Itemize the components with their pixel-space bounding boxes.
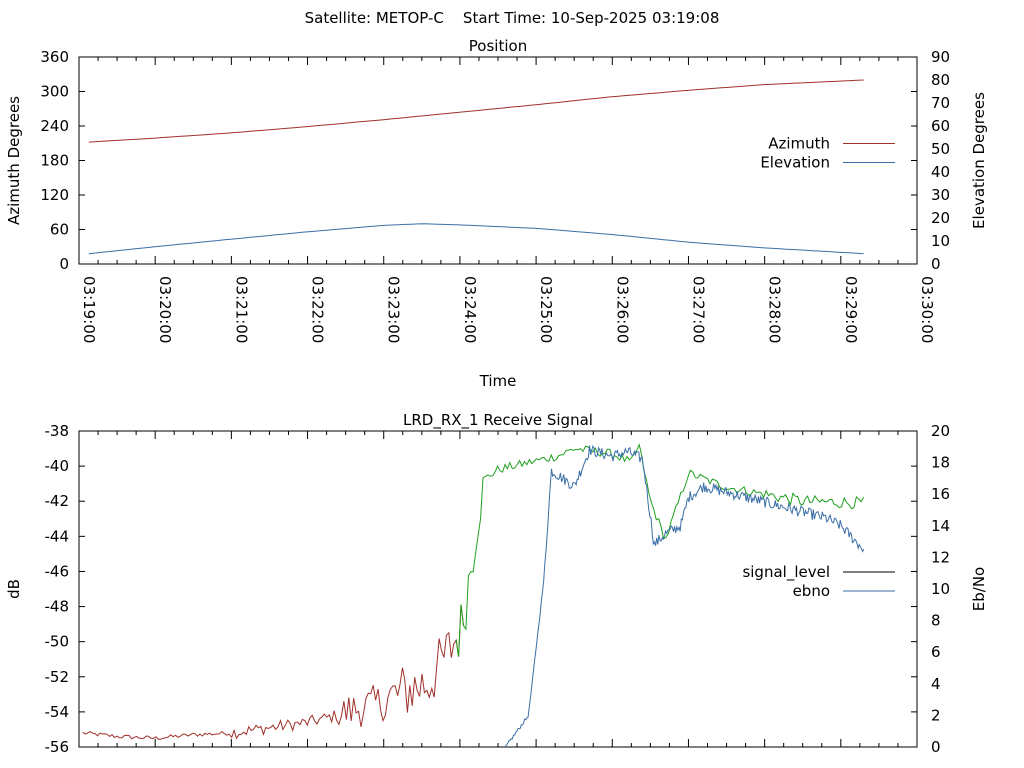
y2-tick-label: 70 bbox=[931, 94, 950, 112]
y2-tick-label: 30 bbox=[931, 186, 950, 204]
y-tick-label: -42 bbox=[45, 492, 70, 510]
y-tick-label: -46 bbox=[45, 562, 70, 580]
y2-tick-label: 80 bbox=[931, 71, 950, 89]
y-axis-label: Azimuth Degrees bbox=[5, 96, 23, 225]
legend-label: ebno bbox=[793, 582, 830, 600]
x-tick-label: 03:26:00 bbox=[613, 276, 631, 343]
chart-title: Position bbox=[469, 37, 527, 55]
y2-axis-label: Eb/No bbox=[970, 567, 988, 611]
x-tick-label: 03:21:00 bbox=[232, 276, 250, 343]
y2-tick-label: 60 bbox=[931, 117, 950, 135]
x-axis-label: Time bbox=[479, 372, 517, 390]
x-tick-label: 03:22:00 bbox=[309, 276, 327, 343]
y2-tick-label: 0 bbox=[931, 738, 941, 756]
legend-label: Elevation bbox=[760, 154, 830, 172]
y2-tick-label: 14 bbox=[931, 517, 950, 535]
y2-tick-label: 10 bbox=[931, 232, 950, 250]
y-tick-label: -50 bbox=[45, 633, 70, 651]
y-axis-label: dB bbox=[5, 579, 23, 599]
series-line-signal-level-high bbox=[455, 443, 865, 657]
y2-tick-label: 12 bbox=[931, 548, 950, 566]
y2-tick-label: 20 bbox=[931, 209, 950, 227]
y-tick-label: 180 bbox=[40, 152, 69, 170]
y2-tick-label: 16 bbox=[931, 485, 950, 503]
y-tick-label: 300 bbox=[40, 83, 69, 101]
x-tick-label: 03:24:00 bbox=[461, 276, 479, 343]
header-text: Satellite: METOP-C Start Time: 10-Sep-20… bbox=[305, 9, 720, 27]
y-tick-label: 240 bbox=[40, 117, 69, 135]
x-tick-label: 03:29:00 bbox=[842, 276, 860, 343]
x-tick-label: 03:30:00 bbox=[918, 276, 936, 343]
y2-tick-label: 10 bbox=[931, 580, 950, 598]
y2-tick-label: 90 bbox=[931, 48, 950, 66]
y-tick-label: -48 bbox=[45, 598, 70, 616]
y2-tick-label: 8 bbox=[931, 612, 941, 630]
y-tick-label: 60 bbox=[50, 221, 69, 239]
series-line-elevation bbox=[88, 223, 864, 255]
y-tick-label: -38 bbox=[45, 422, 70, 440]
receive-signal-chart: LRD_RX_1 Receive Signal -56 -54 -52 -50 -48 -4… bbox=[5, 411, 988, 756]
y-tick-label: -52 bbox=[45, 668, 70, 686]
series-line-ebno bbox=[505, 444, 865, 747]
legend-label: signal_level bbox=[742, 563, 830, 582]
series-line-azimuth bbox=[88, 79, 864, 143]
y-tick-label: 120 bbox=[40, 186, 69, 204]
series-line-signal-level-low bbox=[82, 604, 464, 740]
legend-label: Azimuth bbox=[768, 135, 830, 153]
y-tick-label: -54 bbox=[45, 703, 70, 721]
y-tick-label: -40 bbox=[45, 457, 70, 475]
x-tick-label: 03:28:00 bbox=[766, 276, 784, 343]
y2-tick-label: 50 bbox=[931, 140, 950, 158]
x-tick-label: 03:19:00 bbox=[80, 276, 98, 343]
y2-tick-label: 18 bbox=[931, 454, 950, 472]
x-tick-label: 03:25:00 bbox=[537, 276, 555, 343]
y2-tick-label: 4 bbox=[931, 675, 941, 693]
x-tick-label: 03:27:00 bbox=[689, 276, 707, 343]
y2-tick-label: 6 bbox=[931, 643, 941, 661]
y-tick-label: 0 bbox=[59, 255, 69, 273]
x-tick-label: 03:20:00 bbox=[156, 276, 174, 343]
position-chart: Position 0 60 120 180 240 300 360 0 10 20 30 40 50 60 7… bbox=[5, 37, 988, 390]
chart-title: LRD_RX_1 Receive Signal bbox=[403, 411, 593, 430]
y2-tick-label: 20 bbox=[931, 422, 950, 440]
y2-axis-label: Elevation Degrees bbox=[970, 92, 988, 229]
y2-tick-label: 0 bbox=[931, 255, 941, 273]
y-tick-label: -56 bbox=[45, 738, 70, 756]
y-tick-label: 360 bbox=[40, 48, 69, 66]
plot-frame bbox=[78, 430, 918, 748]
y2-tick-label: 40 bbox=[931, 163, 950, 181]
y-tick-label: -44 bbox=[45, 527, 70, 545]
x-tick-label: 03:23:00 bbox=[385, 276, 403, 343]
y2-tick-label: 2 bbox=[931, 706, 941, 724]
